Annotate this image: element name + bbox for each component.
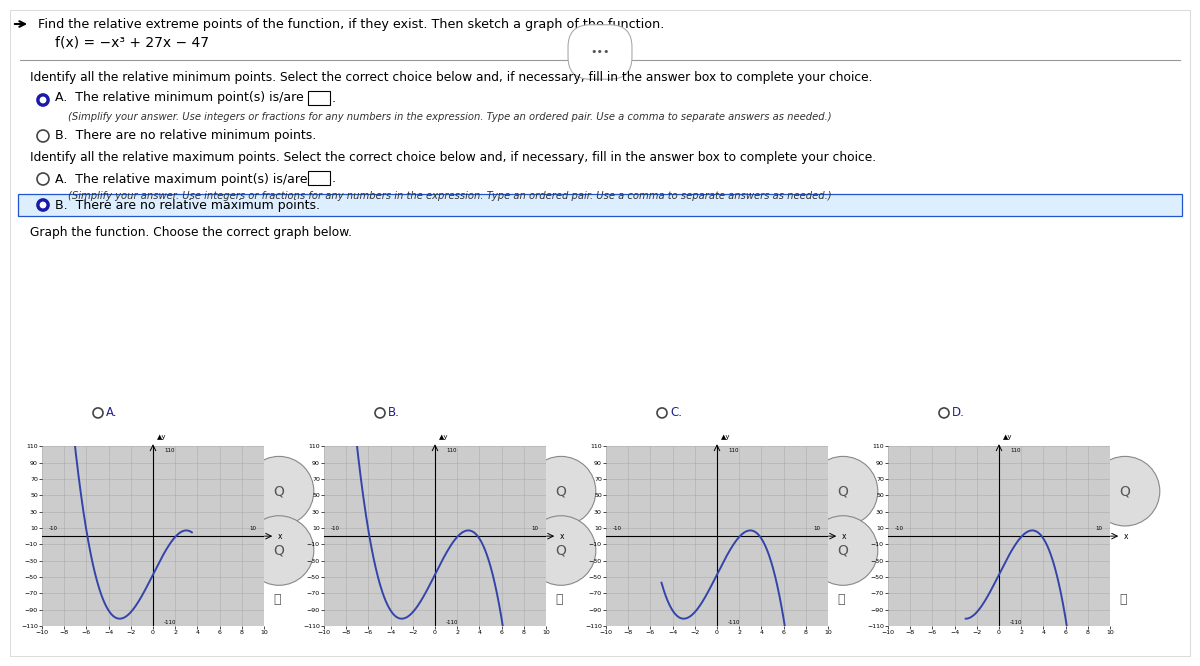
Text: ⧉: ⧉ <box>556 593 563 605</box>
Text: Q: Q <box>838 484 848 498</box>
Text: B.  There are no relative minimum points.: B. There are no relative minimum points. <box>55 129 317 143</box>
Circle shape <box>940 408 949 418</box>
Text: .: . <box>332 172 336 186</box>
Text: ⧉: ⧉ <box>838 593 845 605</box>
Circle shape <box>41 97 46 103</box>
Circle shape <box>37 130 49 142</box>
Text: -110: -110 <box>728 620 740 625</box>
Circle shape <box>658 408 667 418</box>
Text: A.: A. <box>106 406 118 420</box>
Text: A.  The relative minimum point(s) is/are: A. The relative minimum point(s) is/are <box>55 91 304 105</box>
Text: ▲y: ▲y <box>721 434 731 440</box>
Text: x: x <box>841 531 846 541</box>
Text: Q: Q <box>556 543 566 557</box>
Text: Identify all the relative minimum points. Select the correct choice below and, i: Identify all the relative minimum points… <box>30 71 872 84</box>
Text: (Simplify your answer. Use integers or fractions for any numbers in the expressi: (Simplify your answer. Use integers or f… <box>68 112 832 122</box>
Text: B.  There are no relative maximum points.: B. There are no relative maximum points. <box>55 198 320 212</box>
Text: •••: ••• <box>590 47 610 57</box>
Text: Q: Q <box>556 484 566 498</box>
Text: 10: 10 <box>814 526 821 531</box>
Text: -110: -110 <box>446 620 458 625</box>
Text: 110: 110 <box>728 448 739 453</box>
Text: x: x <box>559 531 564 541</box>
Text: 10: 10 <box>250 526 257 531</box>
Circle shape <box>37 173 49 185</box>
Text: 110: 110 <box>1010 448 1020 453</box>
Text: Find the relative extreme points of the function, if they exist. Then sketch a g: Find the relative extreme points of the … <box>38 18 665 31</box>
FancyBboxPatch shape <box>10 10 1190 656</box>
Text: -110: -110 <box>1010 620 1022 625</box>
Text: x: x <box>1123 531 1128 541</box>
Circle shape <box>376 408 385 418</box>
Text: ⧉: ⧉ <box>274 593 281 605</box>
Text: f(x) = −x³ + 27x − 47: f(x) = −x³ + 27x − 47 <box>55 36 209 50</box>
Text: D.: D. <box>952 406 965 420</box>
Text: C.: C. <box>670 406 682 420</box>
Text: Q: Q <box>274 484 284 498</box>
Bar <box>308 171 330 185</box>
Text: Q: Q <box>274 543 284 557</box>
Text: -10: -10 <box>613 526 622 531</box>
Text: Identify all the relative maximum points. Select the correct choice below and, i: Identify all the relative maximum points… <box>30 151 876 164</box>
Text: -110: -110 <box>164 620 176 625</box>
Text: Q: Q <box>838 543 848 557</box>
Text: Q: Q <box>1120 484 1130 498</box>
Circle shape <box>37 199 49 211</box>
Circle shape <box>94 408 103 418</box>
Text: Graph the function. Choose the correct graph below.: Graph the function. Choose the correct g… <box>30 226 352 239</box>
Text: 10: 10 <box>532 526 539 531</box>
Text: ▲y: ▲y <box>439 434 449 440</box>
Text: -10: -10 <box>48 526 58 531</box>
Text: -10: -10 <box>331 526 340 531</box>
Text: x: x <box>277 531 282 541</box>
Text: ⧉: ⧉ <box>1120 593 1127 605</box>
Circle shape <box>37 94 49 106</box>
Circle shape <box>41 202 46 208</box>
Text: .: . <box>332 91 336 105</box>
Bar <box>18 194 1182 216</box>
Text: 110: 110 <box>164 448 175 453</box>
Text: A.  The relative maximum point(s) is/are: A. The relative maximum point(s) is/are <box>55 172 307 186</box>
Text: (Simplify your answer. Use integers or fractions for any numbers in the expressi: (Simplify your answer. Use integers or f… <box>68 191 832 201</box>
Text: ▲y: ▲y <box>157 434 167 440</box>
Text: ▲y: ▲y <box>1003 434 1013 440</box>
Text: 10: 10 <box>1096 526 1103 531</box>
Bar <box>308 91 330 105</box>
Text: B.: B. <box>388 406 400 420</box>
Text: -10: -10 <box>895 526 904 531</box>
Text: 110: 110 <box>446 448 457 453</box>
